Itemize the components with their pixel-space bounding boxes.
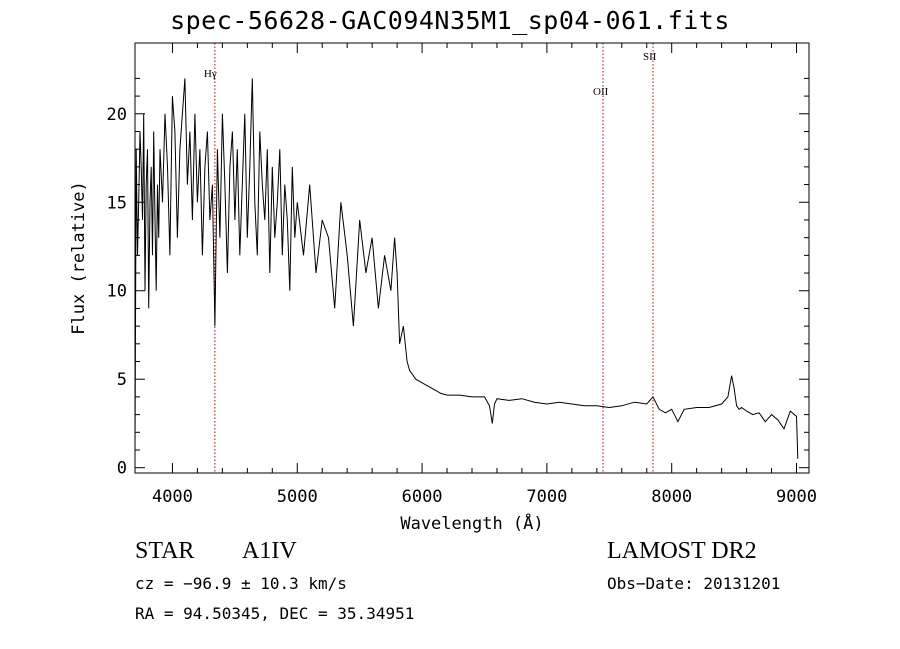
- line-marker-label: Hγ: [204, 68, 217, 80]
- observation-date: Obs−Date: 20131201: [607, 574, 781, 593]
- x-tick-label: 8000: [651, 487, 692, 507]
- line-marker-label: SII: [643, 51, 657, 63]
- y-tick-label: 0: [117, 459, 127, 479]
- line-marker-label: OII: [593, 86, 609, 98]
- object-subclass: A1IV: [242, 538, 297, 564]
- x-tick-label: 9000: [776, 487, 817, 507]
- chart-title: spec-56628-GAC094N35M1_sp04-061.fits: [170, 6, 730, 35]
- x-axis: 4000 5000 6000 7000 8000 9000: [152, 43, 817, 507]
- x-tick-label: 5000: [277, 487, 318, 507]
- coordinates: RA = 94.50345, DEC = 35.34951: [135, 604, 415, 623]
- y-tick-label: 15: [107, 193, 127, 213]
- x-tick-label: 4000: [152, 487, 193, 507]
- spectrum-series: [134, 78, 799, 459]
- survey-name: LAMOST DR2: [607, 538, 757, 564]
- y-axis-label: Flux (relative): [69, 181, 89, 335]
- y-tick-label: 5: [117, 370, 127, 390]
- x-tick-label: 7000: [526, 487, 567, 507]
- y-axis: 0 5 10 15 20: [107, 77, 809, 479]
- x-axis-label: Wavelength (Å): [400, 512, 543, 534]
- y-tick-label: 10: [107, 282, 127, 302]
- y-tick-label: 20: [107, 105, 127, 125]
- plot-frame: [134, 42, 810, 474]
- redshift-cz: cz = −96.9 ± 10.3 km/s: [135, 574, 347, 593]
- line-markers: Hγ OII SII: [204, 43, 657, 473]
- object-class: STAR: [135, 538, 195, 564]
- x-tick-label: 6000: [402, 487, 443, 507]
